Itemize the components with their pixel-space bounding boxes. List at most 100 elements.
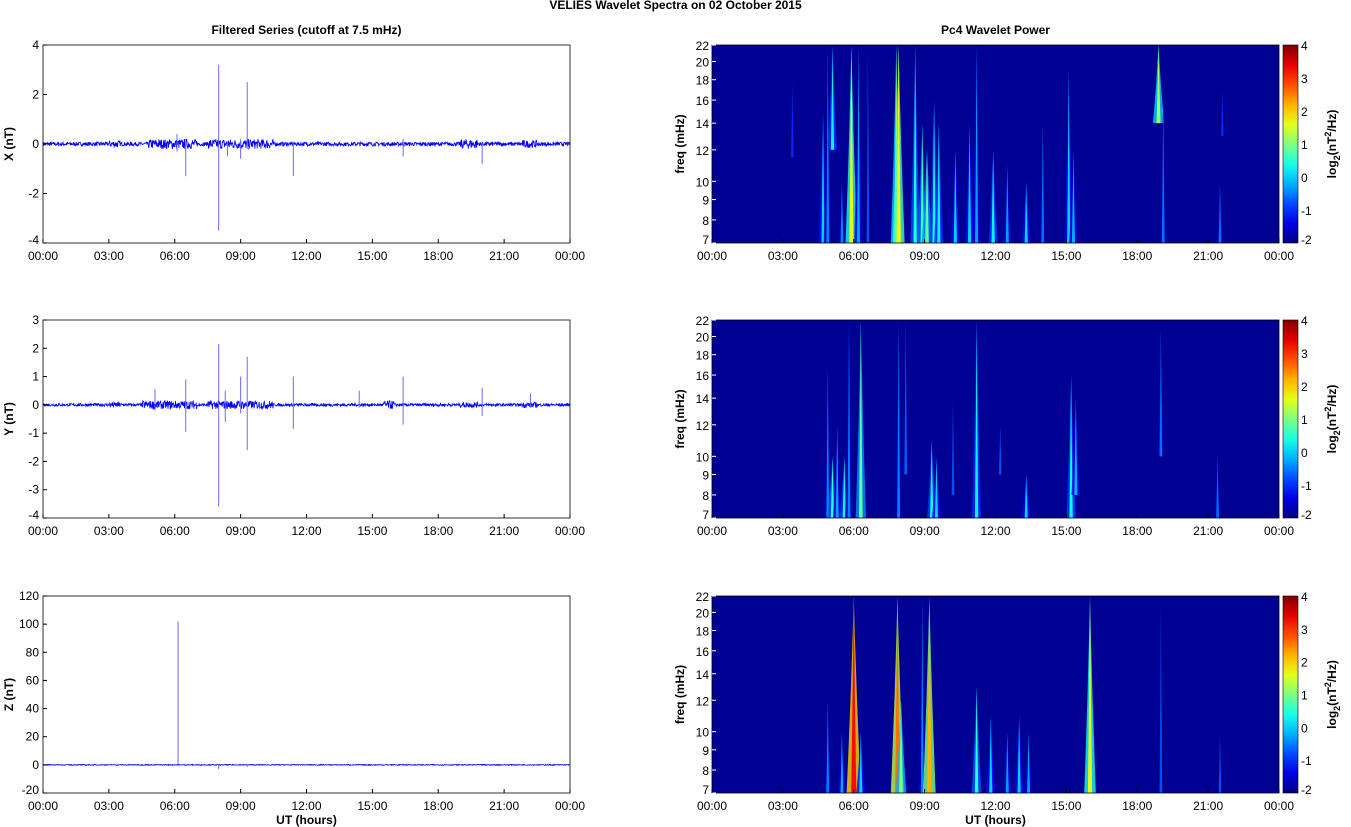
- power-streak-core: [1005, 164, 1009, 243]
- x-tick-label: 03:00: [768, 799, 798, 813]
- x-tick-label: 00:00: [1264, 799, 1294, 813]
- x-tick-label: 00:00: [1264, 524, 1294, 538]
- x-tick-label: 15:00: [1051, 524, 1081, 538]
- power-streak-core: [951, 398, 955, 495]
- power-streak-core: [859, 731, 863, 793]
- power-streak-core: [920, 123, 925, 243]
- y-axis-label: Y (nT): [2, 402, 16, 436]
- x-tick-label: 09:00: [226, 799, 256, 813]
- x-tick-label: 00:00: [697, 524, 727, 538]
- x-tick-label: 18:00: [1122, 249, 1152, 263]
- power-streak-core: [1017, 715, 1021, 793]
- x-tick-label: 09:00: [910, 249, 940, 263]
- colorbar-tick-label: -1: [1301, 754, 1312, 768]
- x-tick-label: 09:00: [910, 799, 940, 813]
- colorbar-tick-label: 0: [1301, 721, 1308, 735]
- x-tick-label: 00:00: [697, 799, 727, 813]
- x-tick-label: 00:00: [555, 249, 585, 263]
- power-streak-core: [791, 79, 794, 158]
- x-tick-label: 12:00: [291, 799, 321, 813]
- y-tick-label: -4: [28, 508, 39, 522]
- colorbar-tick-label: 4: [1301, 590, 1308, 604]
- colorbar-tick-label: 0: [1301, 446, 1308, 460]
- x-axis-label: UT (hours): [276, 813, 337, 827]
- power-streak-core: [1156, 45, 1161, 124]
- colorbar-tick-label: 4: [1301, 39, 1308, 53]
- x-tick-label: 06:00: [839, 524, 869, 538]
- power-streak-core: [932, 100, 936, 243]
- y-tick-label: 22: [696, 314, 710, 328]
- y-tick-label: 20: [696, 330, 710, 344]
- power-streak-core: [953, 149, 957, 243]
- x-tick-label: 03:00: [768, 524, 798, 538]
- power-streak-core: [998, 424, 1002, 475]
- power-streak-core: [1216, 456, 1219, 518]
- figure-title: VELIES Wavelet Spectra on 02 October 201…: [549, 0, 802, 12]
- x-tick-label: 06:00: [839, 249, 869, 263]
- panel-title: Filtered Series (cutoff at 7.5 mHz): [211, 23, 401, 37]
- power-streak-core: [895, 596, 900, 793]
- y-axis-label: X (nT): [2, 127, 16, 161]
- y-tick-label: 14: [696, 117, 710, 131]
- power-streak-core: [821, 111, 825, 243]
- power-streak-core: [851, 596, 857, 793]
- colorbar-tick-label: -2: [1301, 783, 1312, 797]
- power-streak-core: [840, 181, 844, 243]
- colorbar-label: log2(nT2/Hz): [1323, 660, 1342, 729]
- x-tick-label: 21:00: [489, 799, 519, 813]
- power-streak-core: [1041, 123, 1045, 243]
- x-axis-label: UT (hours): [965, 813, 1026, 827]
- x-tick-label: 15:00: [1051, 249, 1081, 263]
- power-streak-core: [830, 45, 835, 150]
- y-tick-label: 7: [702, 783, 709, 797]
- colorbar: -2 -1 0 1 2 3 4 log2(nT2/Hz): [1282, 314, 1342, 522]
- y-tick-label: 0: [32, 398, 39, 412]
- power-streak-core: [974, 686, 979, 793]
- y-tick-label: -3: [28, 483, 39, 497]
- y-axis-label: freq (mHz): [673, 114, 687, 173]
- power-streak-core: [830, 456, 835, 518]
- x-tick-label: 18:00: [1122, 524, 1152, 538]
- series-line: [42, 763, 570, 767]
- power-streak-core: [904, 320, 908, 475]
- y-tick-label: 20: [696, 55, 710, 69]
- colorbar-label: log2(nT2/Hz): [1323, 110, 1342, 179]
- power-streak-core: [858, 320, 863, 518]
- power-streak-core: [913, 45, 917, 243]
- power-streak-core: [826, 364, 830, 518]
- y-tick-label: 20: [696, 606, 710, 620]
- x-tick-label: 06:00: [160, 524, 190, 538]
- power-streak-core: [826, 45, 830, 243]
- colorbar: -2 -1 0 1 2 3 4 log2(nT2/Hz): [1282, 39, 1342, 247]
- power-streak-core: [937, 123, 941, 243]
- y-tick-label: 0: [32, 137, 39, 151]
- x-tick-label: 15:00: [357, 799, 387, 813]
- x-tick-label: 00:00: [555, 799, 585, 813]
- x-tick-label: 18:00: [423, 249, 453, 263]
- colorbar-label: log2(nT2/Hz): [1323, 385, 1342, 454]
- x-tick-label: 06:00: [839, 799, 869, 813]
- y-axis-label: freq (mHz): [673, 389, 687, 448]
- x-tick-label: 03:00: [94, 799, 124, 813]
- x-tick-label: 21:00: [1193, 799, 1223, 813]
- colorbar-tick-label: 3: [1301, 623, 1308, 637]
- colorbar-tick-label: 2: [1301, 105, 1308, 119]
- power-streak-core: [1159, 604, 1163, 793]
- colorbar-tick-label: 1: [1301, 138, 1308, 152]
- y-tick-label: -2: [28, 187, 39, 201]
- y-tick-label: 80: [26, 645, 40, 659]
- power-streak-core: [897, 320, 901, 518]
- power-streak-core: [974, 320, 979, 518]
- timeseries-panel-2: -4 -3 -2 -1 0 1 2 3 00:00 03:00 06:00 09:00 12:00 15:…: [2, 313, 585, 538]
- x-tick-label: 03:00: [94, 524, 124, 538]
- colorbar-tick-label: 4: [1301, 314, 1308, 328]
- colorbar-tick-label: -2: [1301, 508, 1312, 522]
- power-streak-core: [1074, 398, 1078, 495]
- y-tick-label: 7: [702, 233, 709, 247]
- x-tick-label: 06:00: [160, 799, 190, 813]
- power-streak-core: [1161, 100, 1165, 243]
- power-streak-core: [1069, 375, 1073, 518]
- y-tick-label: -4: [28, 233, 39, 247]
